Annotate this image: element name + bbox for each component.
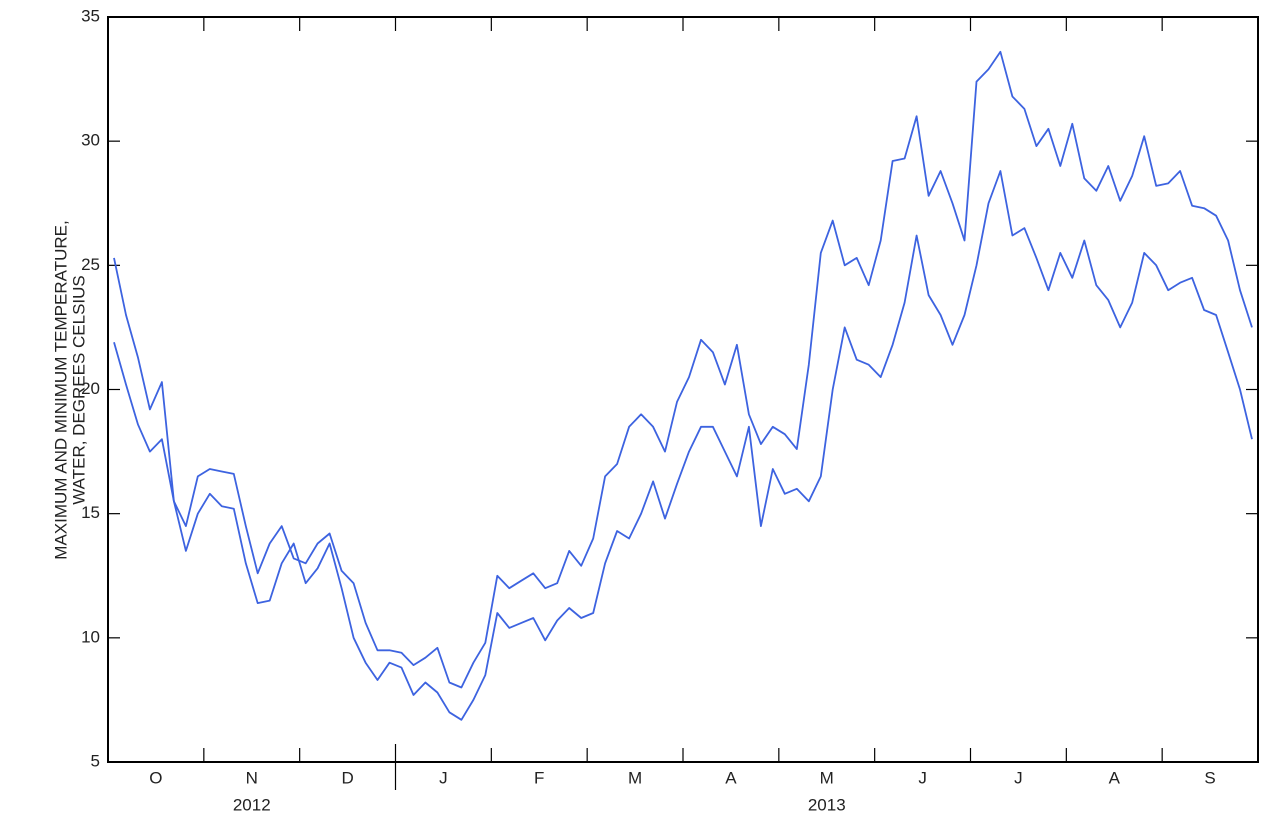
year-label: 2012 [233,795,271,814]
x-tick-label: J [918,768,927,787]
y-tick-label: 10 [81,627,100,646]
y-tick-label: 30 [81,131,100,150]
x-tick-label: J [439,768,448,787]
data-line [113,170,1253,721]
y-tick-label: 5 [91,751,100,770]
data-line [113,50,1253,689]
y-tick-label: 20 [81,379,100,398]
x-tick-label: A [1109,768,1121,787]
y-tick-label: 15 [81,503,100,522]
year-label: 2013 [808,795,846,814]
x-tick-label: M [628,768,642,787]
x-tick-label: D [341,768,353,787]
y-axis-title: MAXIMUM AND MINIMUM TEMPERATURE, [51,220,70,559]
x-tick-label: S [1204,768,1215,787]
x-tick-label: J [1014,768,1023,787]
y-tick-label: 35 [81,6,100,25]
x-tick-label: F [534,768,544,787]
x-tick-label: O [149,768,162,787]
x-tick-label: A [725,768,737,787]
x-tick-label: N [246,768,258,787]
y-axis-title: WATER, DEGREES CELSIUS [69,275,88,505]
x-tick-label: M [820,768,834,787]
y-tick-label: 25 [81,255,100,274]
